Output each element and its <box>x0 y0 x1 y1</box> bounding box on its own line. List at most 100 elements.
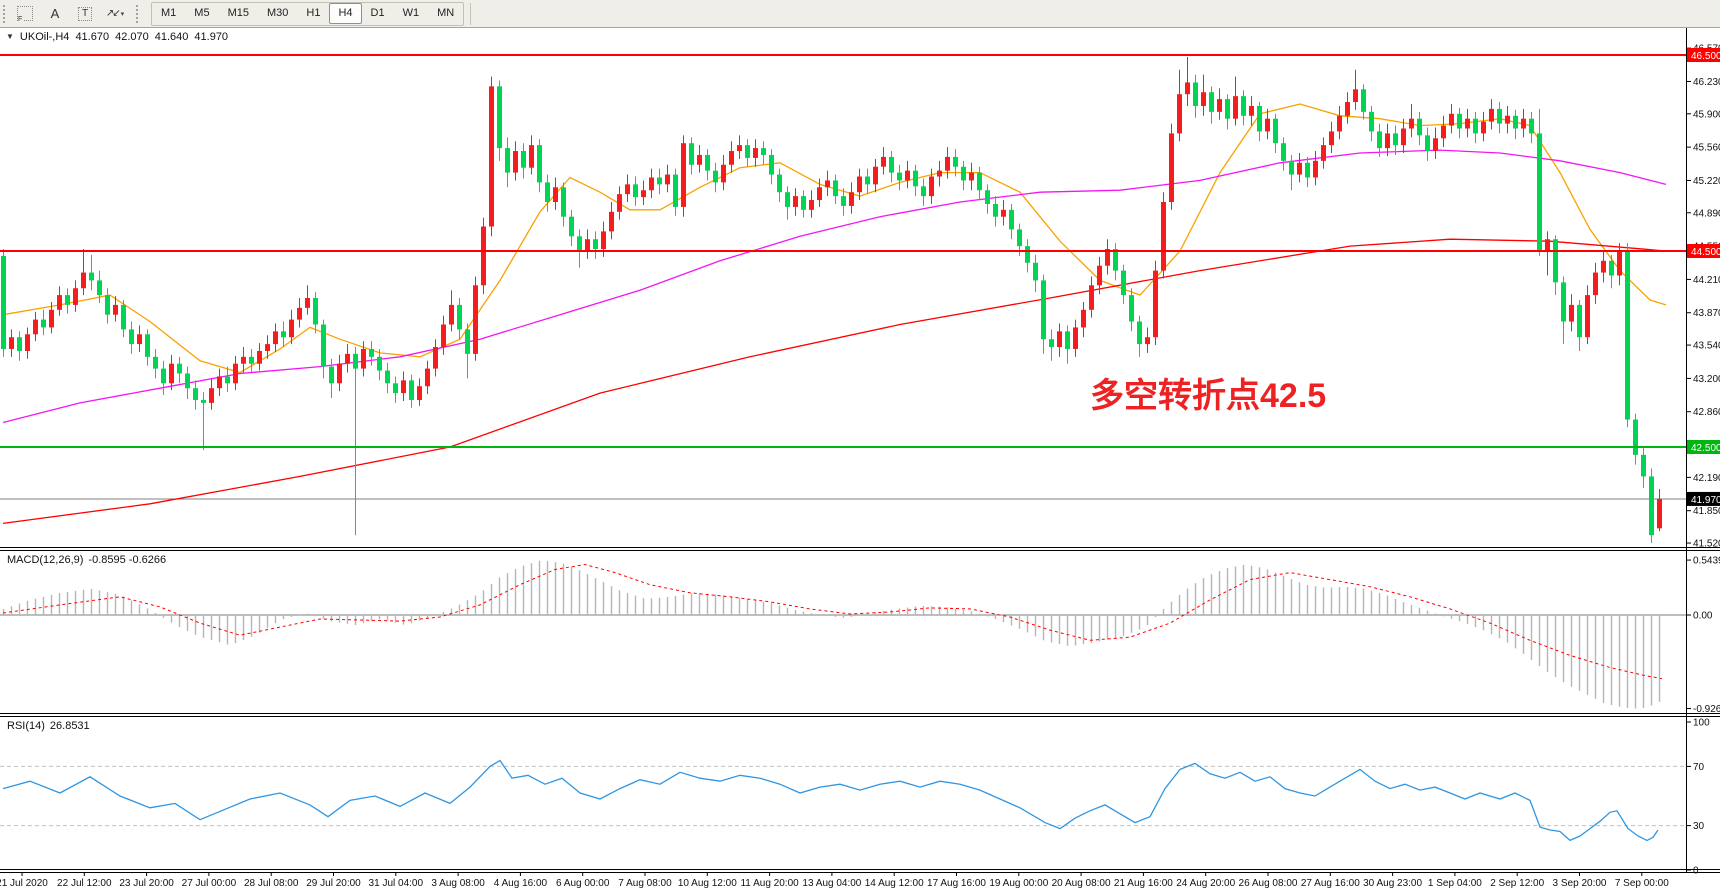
timeframe-group: M1 M5 M15 M30 H1 H4 D1 W1 MN <box>151 1 465 26</box>
level-line-label: 44.500 <box>1691 247 1720 258</box>
candle-body <box>1633 419 1638 455</box>
candle-body <box>257 350 262 364</box>
candle-body <box>849 192 854 206</box>
candle-body <box>145 334 150 357</box>
candle-body <box>1049 339 1054 348</box>
candle-body <box>841 196 846 206</box>
candle-body <box>1105 249 1110 266</box>
candle-body <box>1017 229 1022 247</box>
candle-body <box>1489 108 1494 122</box>
candle-body <box>937 170 942 177</box>
candle-body <box>297 307 302 320</box>
candle-body <box>1449 113 1454 126</box>
candle-body <box>489 86 494 227</box>
candle-body <box>153 356 158 369</box>
candle-body <box>1153 270 1158 338</box>
candle-body <box>585 239 590 251</box>
candle-body <box>1097 265 1102 286</box>
candle-body <box>1513 115 1518 129</box>
current-price-label: 41.970 <box>1691 495 1720 506</box>
time-axis-label: 20 Aug 08:00 <box>1052 878 1111 889</box>
timeframe-m1[interactable]: M1 <box>161 7 177 19</box>
candle-body <box>481 226 486 286</box>
chart-annotation-text[interactable]: 多空转折点42.5 <box>1090 377 1327 415</box>
text-tool-icon[interactable]: A <box>50 6 60 21</box>
timeframe-h1[interactable]: H1 <box>306 7 321 19</box>
candle-body <box>1249 105 1254 116</box>
timeframe-h4[interactable]: H4 <box>329 3 362 24</box>
timeframe-m5[interactable]: M5 <box>194 7 210 19</box>
time-axis-label: 19 Aug 00:00 <box>989 878 1048 889</box>
candle-body <box>1033 262 1038 281</box>
candle-body <box>1401 128 1406 146</box>
candle-body <box>1537 133 1542 251</box>
candle-body <box>857 176 862 193</box>
candle-body <box>113 304 118 315</box>
candle-body <box>97 280 102 296</box>
timeframe-mn[interactable]: MN <box>437 7 455 19</box>
timeframe-w1[interactable]: W1 <box>402 7 420 19</box>
candle-body <box>1553 239 1558 283</box>
macd-indicator-label[interactable]: MACD(12,26,9) -0.8595 -0.6266 <box>7 554 167 566</box>
time-axis-label: 29 Jul 20:00 <box>306 878 361 889</box>
candle-body <box>457 304 462 330</box>
candle-body <box>33 319 38 335</box>
candle-body <box>737 145 742 152</box>
candle-body <box>1137 321 1142 345</box>
price-tick-label: 42.860 <box>1693 407 1720 418</box>
candle-body <box>1585 295 1590 338</box>
candle-body <box>289 319 294 338</box>
time-axis-label: 1 Sep 04:00 <box>1428 878 1482 889</box>
candle-body <box>673 174 678 207</box>
candle-body <box>1161 202 1166 271</box>
arrows-tool-icon[interactable]: ↗↙ ▾ <box>105 8 125 19</box>
candle-body <box>281 331 286 338</box>
crosshair-tool-icon[interactable]: F <box>14 3 36 25</box>
candle-body <box>1457 113 1462 129</box>
price-tick-label: 45.560 <box>1693 143 1720 154</box>
timeframe-m15[interactable]: M15 <box>227 7 249 19</box>
collapse-arrow-icon[interactable]: ▼ <box>6 32 14 41</box>
price-tick-label: 44.210 <box>1693 275 1720 286</box>
time-axis-label: 17 Aug 16:00 <box>927 878 986 889</box>
candle-body <box>1001 209 1006 217</box>
candle-body <box>1209 92 1214 112</box>
candle-body <box>985 190 990 204</box>
candle-body <box>377 356 382 371</box>
candle-body <box>1345 102 1350 116</box>
time-axis-label: 2 Sep 12:00 <box>1490 878 1544 889</box>
candle-body <box>1041 280 1046 340</box>
candle-body <box>1505 115 1510 124</box>
symbol-info-bar[interactable]: ▼ UKOil-,H4 41.670 42.070 41.640 41.970 <box>6 31 228 43</box>
candle-body <box>697 154 702 165</box>
timeframe-d1[interactable]: D1 <box>370 7 385 19</box>
text-label-tool-icon[interactable]: T <box>74 3 96 25</box>
time-axis-label: 13 Aug 04:00 <box>802 878 861 889</box>
candle-body <box>729 151 734 165</box>
candle-body <box>353 353 358 369</box>
candle-body <box>1121 270 1126 296</box>
candle-body <box>313 298 318 325</box>
rsi-indicator-label[interactable]: RSI(14) 26.8531 <box>7 720 90 732</box>
candle-body <box>969 172 974 181</box>
candle-body <box>1273 118 1278 144</box>
toolbar-gripper[interactable] <box>3 4 9 23</box>
candle-body <box>745 145 750 158</box>
candle-body <box>185 373 190 389</box>
dropdown-caret-icon[interactable]: ▾ <box>120 10 125 18</box>
candle-body <box>625 184 630 195</box>
candle-body <box>433 347 438 369</box>
candle-body <box>801 196 806 210</box>
candle-body <box>1425 135 1430 152</box>
candle-body <box>57 295 62 310</box>
candle-body <box>681 143 686 207</box>
timeframe-m30[interactable]: M30 <box>266 7 289 19</box>
time-axis-label: 24 Aug 20:00 <box>1176 878 1235 889</box>
toolbar-gripper[interactable] <box>136 4 142 23</box>
candle-body <box>1529 118 1534 134</box>
candle-body <box>65 295 70 305</box>
candle-body <box>929 176 934 197</box>
rsi-tick-label: 70 <box>1693 762 1705 773</box>
